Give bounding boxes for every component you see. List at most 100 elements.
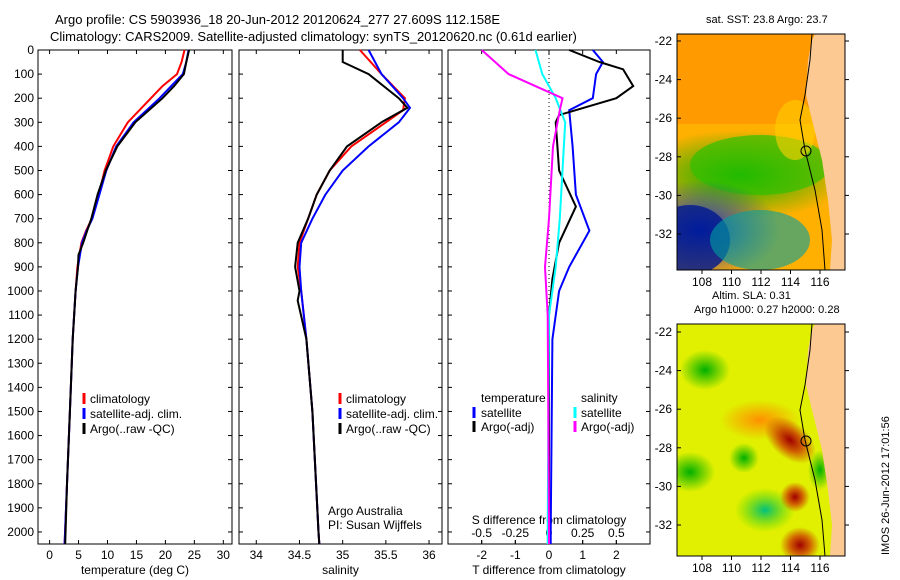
x-tick-label: 30	[217, 548, 231, 562]
lat-tick-label: -30	[655, 188, 673, 202]
legend-label: Argo(-adj)	[581, 420, 634, 434]
x-tick-label: 5	[75, 548, 82, 562]
legend-label: Argo(..raw -QC)	[346, 422, 431, 436]
y-tick-label: 1700	[7, 453, 34, 467]
s-tick-label: 0.25	[571, 526, 595, 540]
y-tick-label: 300	[14, 115, 34, 129]
y-tick-label: 700	[14, 212, 34, 226]
series-line-argo-raw-qc-	[294, 50, 409, 545]
lat-tick-label: -26	[655, 111, 673, 125]
x-tick-label: -1	[510, 548, 521, 562]
lat-tick-label: -32	[655, 227, 673, 241]
coastline	[799, 324, 826, 556]
legend-label: satellite	[581, 406, 622, 420]
sla-map	[677, 324, 845, 556]
lat-tick-label: -24	[655, 73, 673, 87]
lon-tick-label: 108	[692, 561, 712, 575]
y-tick-label: 500	[14, 163, 34, 177]
y-tick-label: 2000	[7, 525, 34, 539]
x-tick-label: 1	[579, 548, 586, 562]
lon-tick-label: 108	[692, 275, 712, 289]
y-tick-label: 0	[27, 43, 34, 57]
series-line-argo-raw-qc-	[64, 49, 191, 545]
lon-tick-label: 110	[722, 275, 741, 289]
lat-tick-label: -22	[655, 325, 673, 339]
lon-tick-label: 110	[722, 561, 741, 575]
legend-label: climatology	[90, 392, 150, 406]
land	[806, 324, 845, 556]
sla-map-title-2: Argo h1000: 0.27 h2000: 0.28	[694, 304, 840, 316]
x-tick-label: 35	[336, 548, 350, 562]
lon-tick-label: 112	[751, 275, 770, 289]
lon-tick-label: 116	[810, 561, 829, 575]
sst-map	[677, 34, 845, 270]
x-tick-label: 34.5	[288, 548, 312, 562]
title-line-2: Climatology: CARS2009. Satellite-adjuste…	[50, 29, 577, 44]
title-line-1: Argo profile: CS 5903936_18 20-Jun-2012 …	[55, 12, 501, 27]
x-tick-label: 2	[613, 548, 620, 562]
y-tick-label: 800	[14, 236, 34, 250]
sla-map-title-1: Altim. SLA: 0.31	[712, 290, 791, 302]
legend-title-salinity: salinity	[581, 391, 618, 405]
lat-tick-label: -26	[655, 402, 673, 416]
credit-text: Argo Australia	[328, 504, 403, 518]
y-tick-label: 400	[14, 139, 34, 153]
sal-axes-frame	[238, 49, 443, 545]
diff-x-axis-label: T difference from climatology	[472, 563, 626, 577]
x-tick-label: 35.5	[374, 548, 398, 562]
y-tick-label: 600	[14, 188, 34, 202]
series-line-climatology	[296, 49, 406, 545]
y-tick-label: 100	[14, 67, 34, 81]
s-tick-label: -0.25	[502, 526, 530, 540]
y-tick-label: 200	[14, 91, 34, 105]
lon-tick-label: 112	[751, 561, 770, 575]
temp-axes-frame	[37, 49, 233, 545]
y-tick-label: 1200	[7, 332, 34, 346]
x-tick-label: 25	[188, 548, 202, 562]
lat-tick-label: -28	[655, 150, 673, 164]
lon-tick-label: 114	[781, 561, 800, 575]
legend-title-temperature: temperature	[481, 391, 546, 405]
x-tick-label: 36	[422, 548, 436, 562]
temp-x-axis-label: temperature (deg C)	[81, 563, 189, 577]
y-tick-label: 1400	[7, 380, 34, 394]
x-tick-label: 0	[46, 548, 53, 562]
legend-label: satellite	[481, 406, 522, 420]
series-line-t-argo-adj-	[548, 49, 635, 544]
land	[806, 34, 845, 270]
legend-label: satellite-adj. clim.	[346, 407, 438, 421]
series-line-s-argo-adj-	[481, 49, 564, 544]
y-tick-label: 1600	[7, 429, 34, 443]
legend-label: climatology	[346, 392, 406, 406]
legend-label: Argo(-adj)	[481, 420, 534, 434]
x-tick-label: 0	[546, 548, 553, 562]
lat-tick-label: -30	[655, 479, 673, 493]
x-tick-label: 20	[159, 548, 173, 562]
coastline	[799, 34, 826, 270]
lon-tick-label: 116	[810, 275, 829, 289]
profile-marker	[800, 145, 812, 157]
sal-x-axis-label: salinity	[322, 563, 359, 577]
credit-text: PI: Susan Wijffels	[328, 518, 422, 532]
sst-map-title: sat. SST: 23.8 Argo: 23.7	[706, 14, 828, 26]
legend-label: Argo(..raw -QC)	[90, 422, 175, 436]
lat-tick-label: -28	[655, 441, 673, 455]
timestamp-stamp: IMOS 26-Jun-2012 17:01:56	[880, 416, 892, 555]
profile-marker	[800, 435, 812, 447]
y-tick-label: 1800	[7, 477, 34, 491]
y-tick-label: 900	[14, 260, 34, 274]
x-tick-label: 34	[250, 548, 264, 562]
x-tick-label: 15	[130, 548, 144, 562]
x-tick-label: 10	[101, 548, 115, 562]
lat-tick-label: -24	[655, 364, 673, 378]
y-tick-label: 1300	[7, 356, 34, 370]
lat-tick-label: -32	[655, 518, 673, 532]
s-tick-label: -0.5	[471, 526, 492, 540]
lon-tick-label: 114	[781, 275, 800, 289]
y-tick-label: 1900	[7, 501, 34, 515]
s-tick-label: 0.5	[608, 526, 625, 540]
y-tick-label: 1100	[8, 308, 34, 322]
series-line-t-satellite	[549, 49, 605, 544]
y-tick-label: 1000	[7, 284, 34, 298]
